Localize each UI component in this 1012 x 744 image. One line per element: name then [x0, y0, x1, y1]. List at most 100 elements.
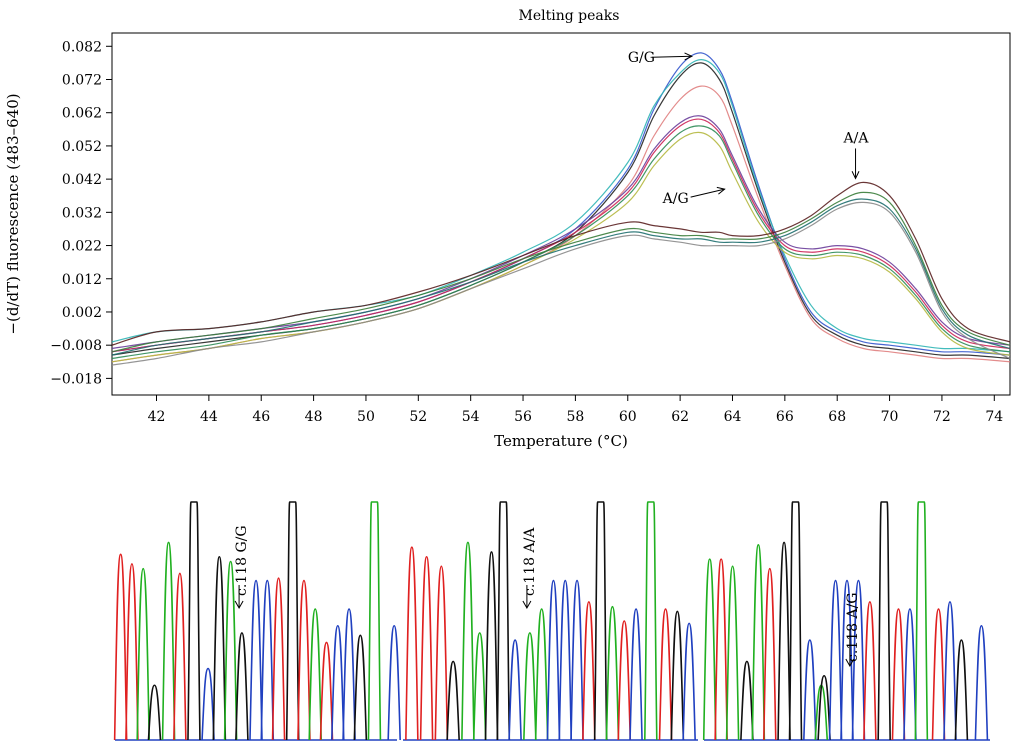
y-tick-label: −0.008 — [50, 338, 102, 354]
y-tick-label: 0.062 — [62, 106, 102, 122]
peak-C — [644, 501, 658, 741]
peak-A — [319, 641, 334, 741]
peak-T — [851, 579, 866, 741]
peak-A — [125, 563, 139, 741]
y-tick-label: 0.082 — [62, 39, 102, 55]
peak-G — [484, 551, 499, 741]
x-tick-label: 48 — [305, 409, 323, 425]
peak-A — [405, 546, 419, 741]
peak-G — [740, 660, 754, 741]
peak-T — [682, 622, 696, 741]
annotations: G/G A/A A/G — [628, 50, 870, 207]
chromatogram-panel-3: c.118 A/G — [702, 501, 990, 741]
y-tick-label: −0.018 — [50, 371, 102, 387]
peak-A — [891, 608, 906, 741]
melting-chart: Melting peaks 0.0820.0720.0620.0520.0420… — [4, 8, 1011, 450]
mutation-arrowhead — [522, 600, 532, 610]
annotation-ag: A/G — [662, 191, 689, 207]
peak-T — [974, 624, 989, 741]
peak-A — [617, 620, 632, 741]
peak-T — [508, 639, 522, 741]
y-tick-label: 0.072 — [62, 72, 102, 88]
peak-C — [751, 544, 766, 741]
y-ticks: 0.082 0.072 0.062 0.052 0.042 0.032 0.022 0.012… — [50, 39, 112, 387]
peak-A — [582, 601, 596, 741]
peak-T — [201, 667, 215, 741]
sequencing-chromatograms: c.118 G/G c.118 A/A c.118 A/G — [113, 501, 990, 741]
melting-curve-AA-11 — [111, 201, 1011, 366]
annotation-arrowhead — [716, 186, 726, 195]
peak-A — [931, 608, 946, 741]
peak-G — [670, 610, 685, 741]
chromatogram-panel-1: c.118 G/G — [113, 501, 401, 741]
chromatogram-panel-2: c.118 A/A — [403, 501, 698, 741]
peak-C — [605, 605, 620, 741]
peak-C — [308, 608, 323, 741]
x-tick-label: 42 — [148, 409, 166, 425]
mutation-label: c.118 A/G — [845, 593, 861, 662]
peak-A — [714, 558, 728, 741]
peak-T — [629, 608, 643, 741]
peak-G — [496, 501, 511, 741]
y-tick-label: 0.032 — [62, 205, 102, 221]
y-tick-label: 0.002 — [62, 305, 102, 321]
x-tick-label: 44 — [200, 409, 218, 425]
annotation-arrow — [690, 188, 725, 198]
y-tick-label: 0.042 — [62, 172, 102, 188]
peak-C — [161, 541, 176, 741]
peak-A — [863, 601, 877, 741]
peak-A — [658, 608, 673, 741]
mutation-label: c.118 G/G — [234, 525, 250, 596]
peak-A — [297, 579, 311, 741]
peak-G — [954, 639, 969, 741]
chart-title: Melting peaks — [519, 8, 620, 24]
x-tick-label: 64 — [724, 409, 742, 425]
peak-T — [387, 624, 401, 741]
peak-G — [446, 660, 460, 741]
peak-G — [212, 555, 227, 741]
peak-C — [472, 632, 487, 741]
peak-A — [419, 555, 434, 741]
peak-T — [330, 624, 345, 741]
peak-G — [353, 634, 368, 741]
peak-T — [260, 579, 275, 741]
peak-T — [903, 608, 917, 741]
peak-T — [570, 579, 584, 741]
melting-curve-AA-8 — [111, 181, 1011, 346]
x-tick-label: 72 — [933, 409, 951, 425]
peak-T — [342, 608, 356, 741]
x-tick-label: 60 — [619, 409, 637, 425]
peak-G — [788, 501, 803, 741]
peak-T — [828, 579, 843, 741]
x-tick-label: 68 — [828, 409, 846, 425]
peak-C — [461, 541, 475, 741]
peak-A — [173, 572, 187, 741]
peak-C — [523, 632, 537, 741]
x-tick-label: 52 — [409, 409, 427, 425]
melting-curve-AA-9 — [111, 191, 1011, 353]
peak-G — [877, 501, 891, 741]
peak-T — [249, 579, 263, 741]
peak-C — [223, 560, 238, 741]
peak-G — [285, 501, 300, 741]
peak-A — [113, 553, 128, 741]
y-axis-label: −(d/dT) fluorescence (483–640) — [4, 93, 22, 334]
x-tick-label: 56 — [514, 409, 532, 425]
x-tick-label: 46 — [252, 409, 270, 425]
y-tick-label: 0.022 — [62, 239, 102, 255]
peak-G — [147, 684, 162, 741]
peak-T — [558, 579, 573, 741]
peak-A — [271, 577, 286, 741]
peak-A — [434, 565, 449, 741]
mutation-label: c.118 A/A — [522, 527, 538, 596]
peak-C — [702, 558, 717, 741]
peak-T — [546, 579, 561, 741]
mutation-arrowhead — [234, 600, 244, 610]
peak-T — [803, 639, 817, 741]
peak-T — [840, 579, 854, 741]
peak-T — [943, 601, 957, 741]
melting-curve-AG-4 — [111, 118, 1011, 353]
x-tick-label: 74 — [985, 409, 1003, 425]
peak-C — [914, 501, 929, 741]
annotation-gg: G/G — [628, 50, 655, 66]
